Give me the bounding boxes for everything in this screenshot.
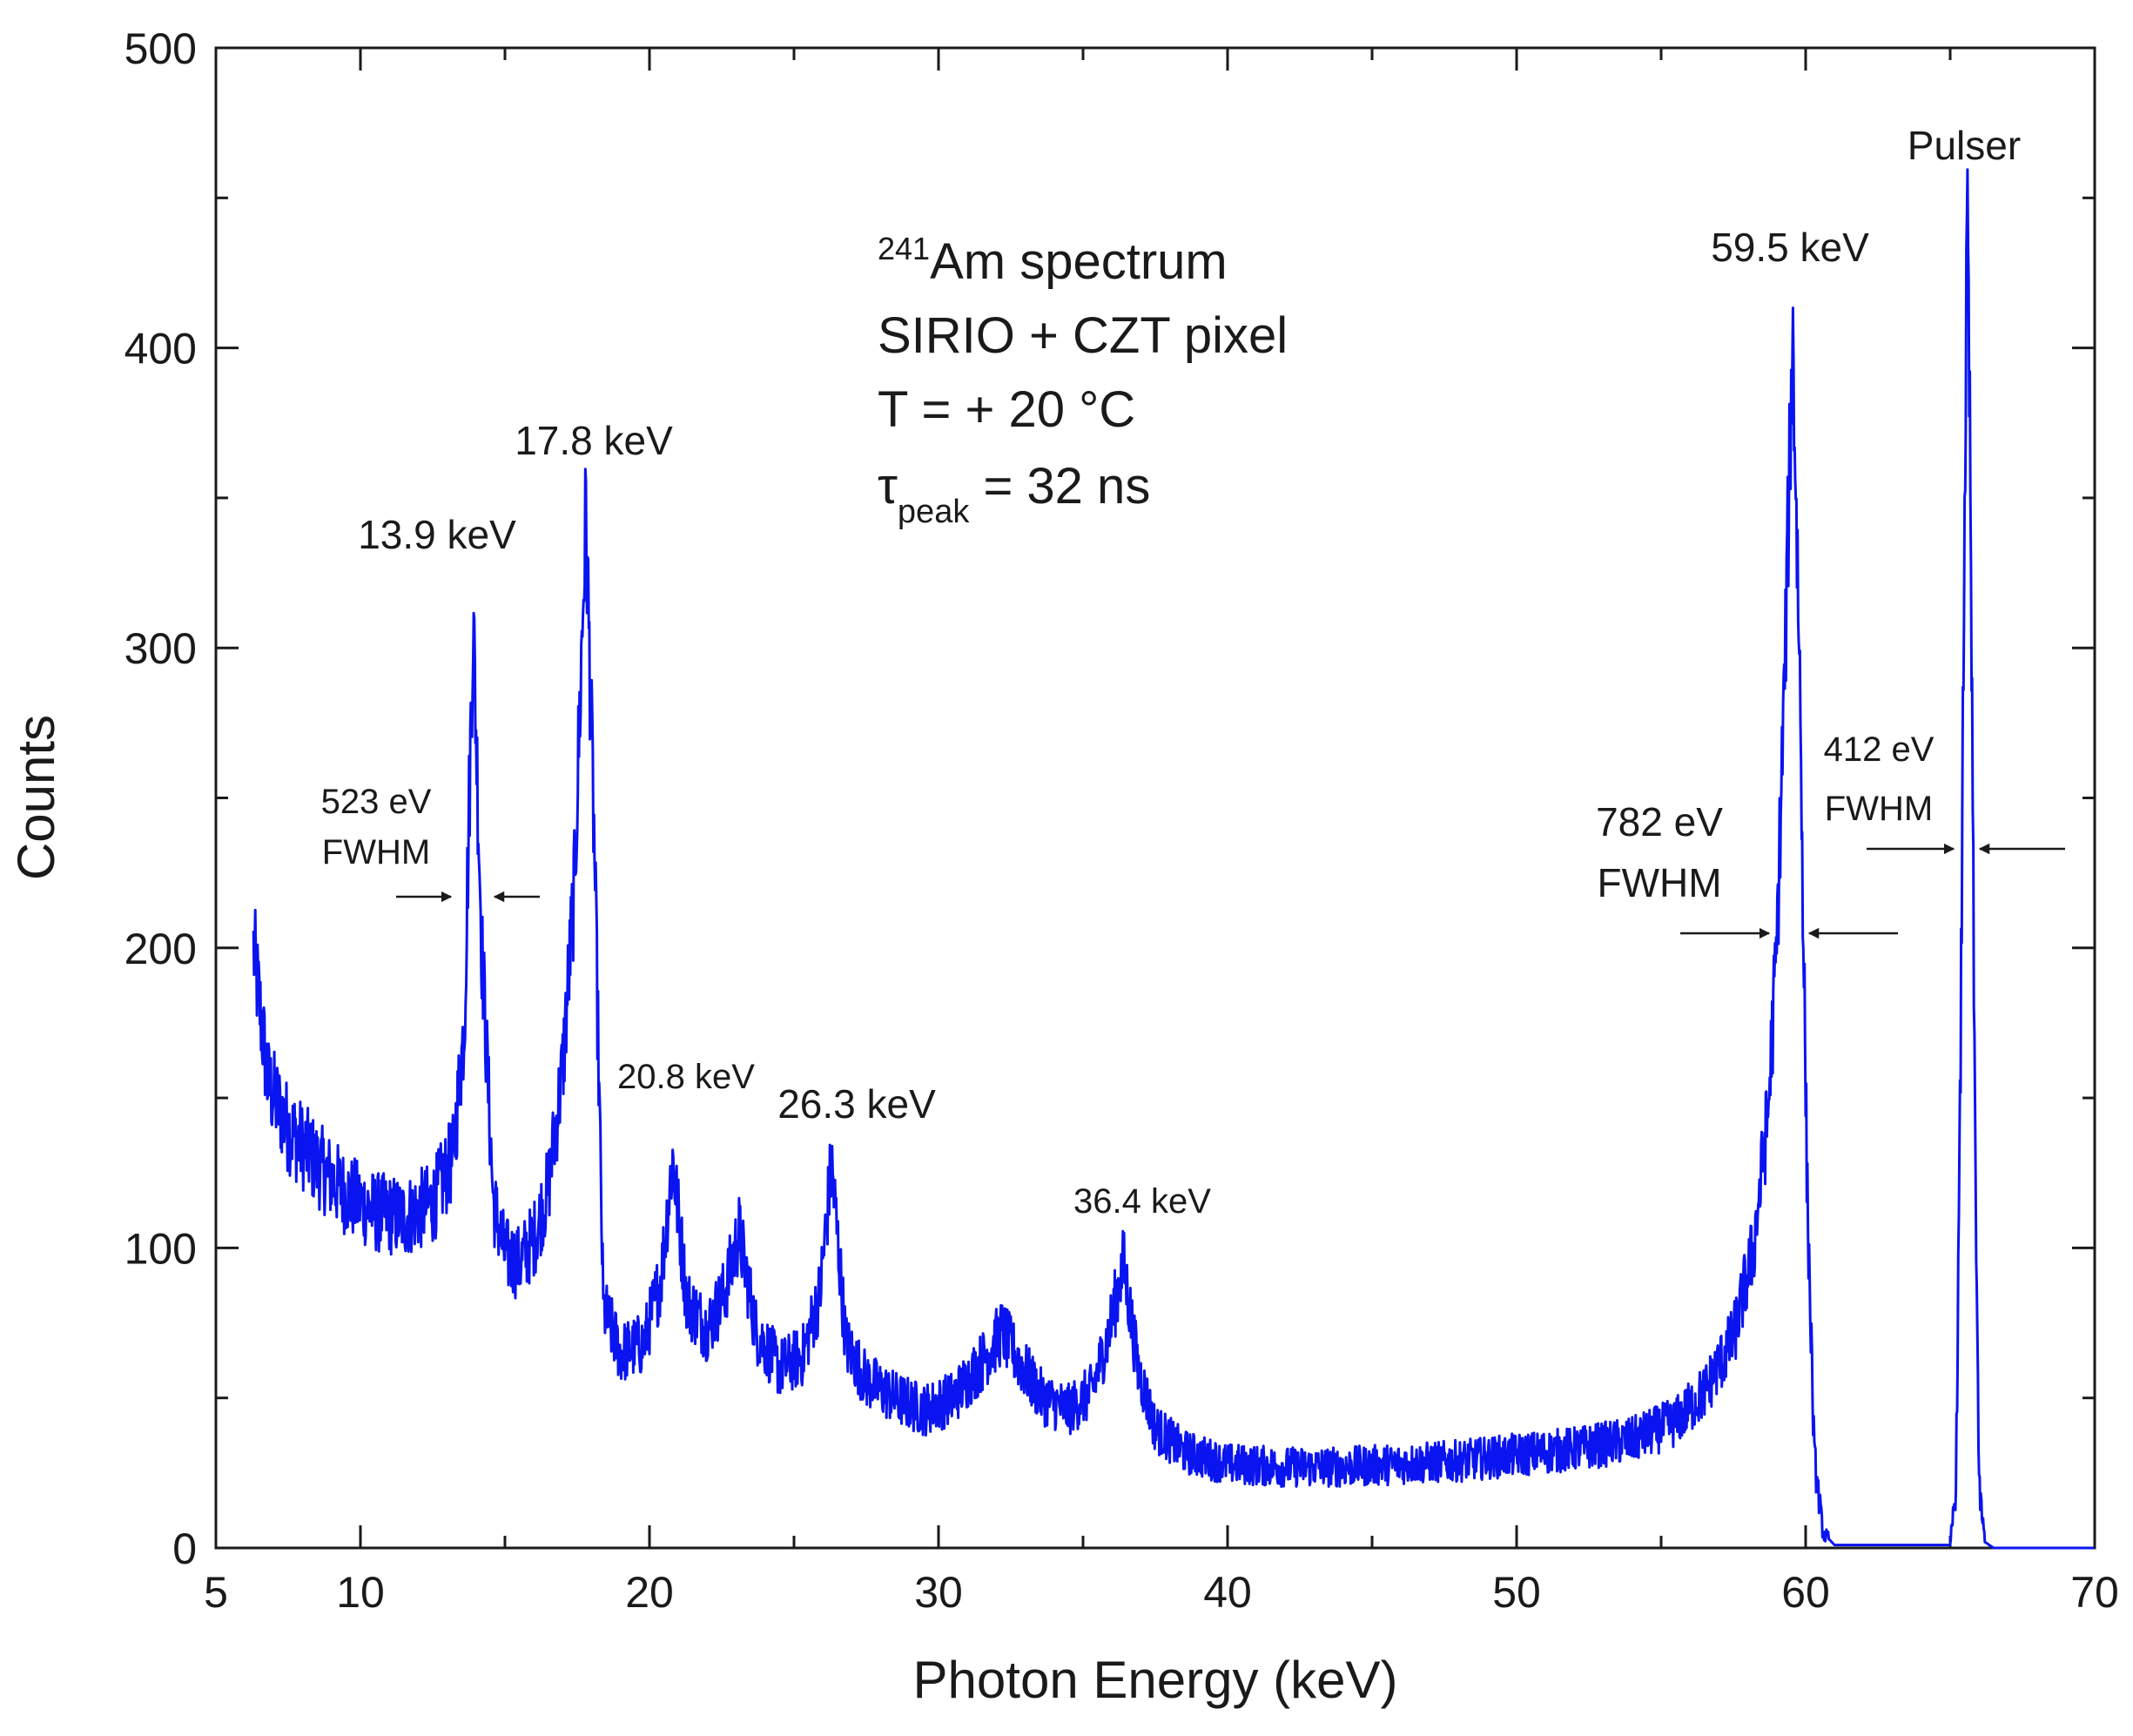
fwhm-unit-13-9: FWHM — [322, 833, 430, 871]
axis-ticks — [214, 46, 2096, 1550]
axis-tick-labels: 5 10 20 30 40 50 60 70 0 100 200 300 400 500 — [124, 24, 2119, 1617]
x-tick-label: 20 — [625, 1568, 674, 1617]
x-tick-label: 70 — [2070, 1568, 2119, 1617]
fwhm-unit-59-5: FWHM — [1597, 860, 1721, 905]
info-line-detector: SIRIO + CZT pixel — [878, 307, 1288, 364]
fwhm-unit-pulser: FWHM — [1825, 790, 1933, 828]
peak-label-pulser: Pulser — [1908, 123, 2021, 168]
tau-rest: = 32 ns — [969, 458, 1150, 515]
peak-label-13-9: 13.9 keV — [358, 512, 516, 557]
tau-subscript: peak — [898, 494, 970, 530]
x-tick-label: 50 — [1492, 1568, 1541, 1617]
y-tick-label: 200 — [124, 925, 197, 973]
peak-label-17-8: 17.8 keV — [515, 418, 673, 463]
y-tick-label: 0 — [172, 1524, 197, 1573]
peak-label-26-3: 26.3 keV — [777, 1081, 936, 1127]
fwhm-value-pulser: 412 eV — [1824, 730, 1935, 769]
peak-label-20-8: 20.8 keV — [617, 1058, 755, 1096]
info-line-peaking-time: τpeak = 32 ns — [878, 458, 1150, 530]
isotope-superscript: 241 — [878, 231, 930, 266]
fwhm-value-59-5: 782 eV — [1596, 799, 1723, 844]
isotope-rest: Am spectrum — [930, 233, 1228, 290]
x-tick-label: 10 — [336, 1568, 385, 1617]
info-line-isotope: 241Am spectrum — [878, 231, 1228, 290]
peak-label-59-5: 59.5 keV — [1711, 225, 1869, 270]
x-tick-label: 60 — [1781, 1568, 1830, 1617]
y-tick-label: 300 — [124, 624, 197, 673]
x-tick-label: 40 — [1203, 1568, 1252, 1617]
peak-label-36-4: 36.4 keV — [1073, 1182, 1211, 1221]
x-axis-title: Photon Energy (keV) — [913, 1651, 1398, 1709]
info-line-temperature: T = + 20 °C — [878, 381, 1135, 438]
y-tick-label: 100 — [124, 1224, 197, 1273]
fwhm-value-13-9: 523 eV — [321, 783, 432, 821]
x-tick-label: 30 — [914, 1568, 963, 1617]
x-tick-label: 5 — [204, 1568, 228, 1617]
tau-symbol: τ — [878, 458, 898, 515]
y-tick-label: 500 — [124, 24, 197, 73]
series-line — [252, 168, 2096, 1550]
y-axis-title: Counts — [7, 715, 65, 880]
y-tick-label: 400 — [124, 325, 197, 373]
